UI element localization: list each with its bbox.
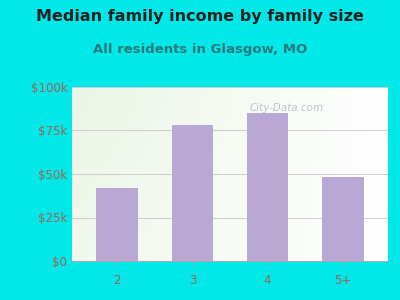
Bar (172, 125, 213, 261)
Text: City-Data.com: City-Data.com (250, 103, 324, 113)
Bar (247, 113, 288, 261)
Bar (322, 178, 364, 261)
Text: Median family income by family size: Median family income by family size (36, 9, 364, 24)
Text: All residents in Glasgow, MO: All residents in Glasgow, MO (93, 44, 307, 56)
Bar (96, 188, 138, 261)
